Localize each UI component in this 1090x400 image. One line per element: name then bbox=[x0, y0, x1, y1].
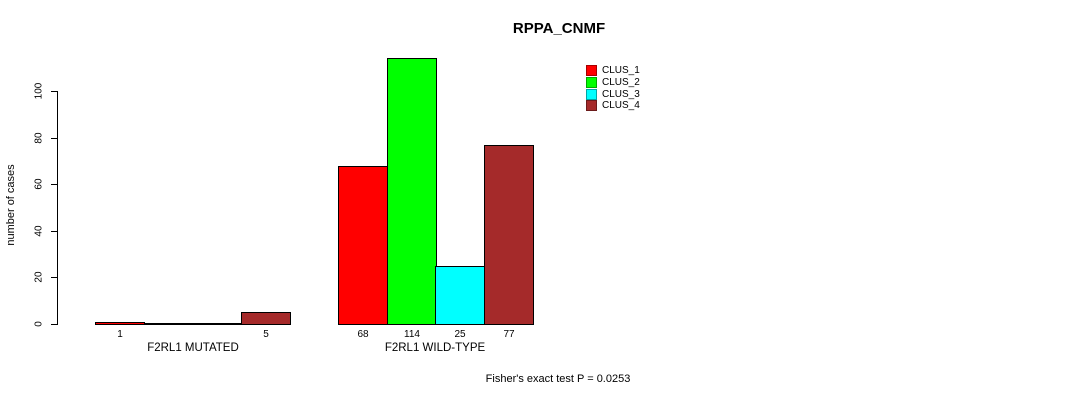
footnote-fisher-test: Fisher's exact test P = 0.0253 bbox=[485, 373, 631, 385]
y-axis-label: number of cases bbox=[5, 164, 17, 246]
legend-label-clus-1: CLUS_1 bbox=[602, 65, 640, 77]
bar-clus-2-f2rl1-wild-type bbox=[387, 58, 437, 325]
legend-item-clus-1: CLUS_1 bbox=[586, 65, 640, 77]
legend-swatch-clus-4 bbox=[586, 100, 597, 112]
bar-value-label-clus-2-f2rl1-wild-type: 114 bbox=[404, 329, 420, 340]
y-tick-mark bbox=[51, 324, 57, 325]
legend-item-clus-4: CLUS_4 bbox=[586, 100, 640, 112]
y-tick-label: 100 bbox=[33, 82, 45, 100]
bar-clus-1-f2rl1-wild-type bbox=[338, 166, 388, 325]
legend-label-clus-4: CLUS_4 bbox=[602, 100, 640, 112]
y-tick-label: 20 bbox=[33, 271, 45, 283]
legend-swatch-clus-3 bbox=[586, 88, 597, 100]
bar-value-label-clus-4-f2rl1-wild-type: 77 bbox=[503, 329, 515, 340]
legend-label-clus-2: CLUS_2 bbox=[602, 77, 640, 89]
bar-value-label-clus-3-f2rl1-wild-type: 25 bbox=[454, 329, 466, 340]
legend-swatch-clus-1 bbox=[586, 65, 597, 77]
legend: CLUS_1 CLUS_2 CLUS_3 CLUS_4 bbox=[586, 65, 640, 112]
bar-clus-4-f2rl1-mutated bbox=[241, 312, 291, 325]
bar-clus-3-f2rl1-wild-type bbox=[435, 266, 485, 325]
y-tick-label: 80 bbox=[33, 132, 45, 144]
bar-clus-1-f2rl1-mutated bbox=[95, 322, 145, 325]
legend-label-clus-3: CLUS_3 bbox=[602, 88, 640, 100]
y-tick-mark bbox=[51, 231, 57, 232]
y-axis-line bbox=[57, 91, 58, 325]
bar-value-label-clus-4-f2rl1-mutated: 5 bbox=[263, 329, 269, 340]
y-tick-label: 0 bbox=[33, 321, 45, 327]
legend-item-clus-2: CLUS_2 bbox=[586, 77, 640, 89]
y-tick-label: 60 bbox=[33, 178, 45, 190]
group-label-f2rl1-mutated: F2RL1 MUTATED bbox=[147, 342, 239, 354]
bar-clus-2-f2rl1-mutated bbox=[144, 323, 194, 325]
bar-clus-3-f2rl1-mutated bbox=[193, 323, 243, 325]
y-tick-mark bbox=[51, 184, 57, 185]
bar-value-label-clus-1-f2rl1-mutated: 1 bbox=[117, 329, 123, 340]
bar-value-label-clus-1-f2rl1-wild-type: 68 bbox=[357, 329, 369, 340]
chart-title: RPPA_CNMF bbox=[512, 20, 606, 37]
bar-clus-4-f2rl1-wild-type bbox=[484, 145, 534, 325]
legend-item-clus-3: CLUS_3 bbox=[586, 88, 640, 100]
y-tick-label: 40 bbox=[33, 225, 45, 237]
y-tick-mark bbox=[51, 91, 57, 92]
y-tick-mark bbox=[51, 277, 57, 278]
legend-swatch-clus-2 bbox=[586, 77, 597, 89]
y-tick-mark bbox=[51, 138, 57, 139]
group-label-f2rl1-wild-type: F2RL1 WILD-TYPE bbox=[384, 342, 486, 354]
